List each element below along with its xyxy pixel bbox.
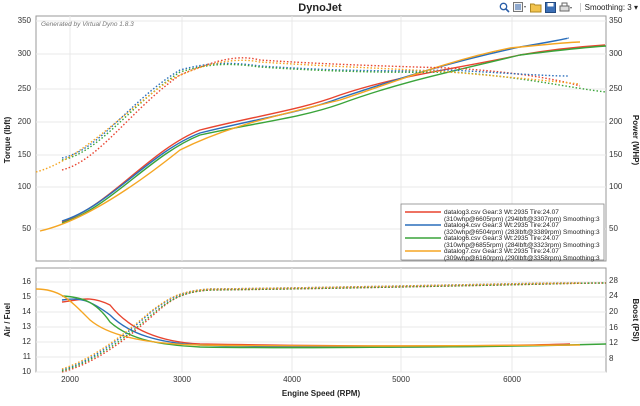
generated-by-note: Generated by Virtual Dyno 1.8.3 bbox=[41, 21, 134, 28]
rpm-tick: 5000 bbox=[392, 375, 410, 384]
save-icon[interactable] bbox=[544, 1, 556, 13]
rpm-tick: 4000 bbox=[283, 375, 301, 384]
rpm-tick: 6000 bbox=[503, 375, 521, 384]
legend-entry-datalog6-line2: (310whp@6855rpm) (284lbft@3323rpm) Smoot… bbox=[444, 242, 600, 249]
boost-tick: 20 bbox=[609, 307, 618, 316]
afr-axis-label: Air / Fuel bbox=[3, 303, 12, 337]
torque-tick: 100 bbox=[18, 182, 32, 191]
torque-curve-datalog6 bbox=[61, 63, 607, 161]
open-folder-icon[interactable] bbox=[529, 2, 542, 13]
torque-tick: 350 bbox=[18, 16, 32, 25]
torque-curve-datalog7 bbox=[35, 59, 581, 173]
legend-entry-datalog3-line2: (310whp@6605rpm) (294lbft@3307rpm) Smoot… bbox=[444, 216, 600, 223]
smoothing-dropdown[interactable]: Smoothing: 3 ▾ bbox=[579, 2, 638, 12]
legend-entry-datalog6-line1: datalog6.csv Gear:3 Wt:2935 Tire:24.07 bbox=[444, 235, 559, 242]
smoothing-label: Smoothing: 3 bbox=[584, 2, 632, 12]
print-icon[interactable] bbox=[559, 2, 573, 13]
afr-curve-datalog7 bbox=[35, 288, 581, 347]
afr-curve-datalog6 bbox=[61, 295, 607, 349]
power-tick: 300 bbox=[609, 49, 623, 58]
power-tick: 150 bbox=[609, 150, 623, 159]
rpm-tick: 2000 bbox=[61, 375, 79, 384]
afr-tick: 15 bbox=[22, 292, 31, 301]
boost-axis-ticks: 8 12 16 20 24 28 bbox=[609, 276, 618, 363]
boost-axis-label: Boost (PSI) bbox=[631, 298, 640, 341]
power-axis-ticks: 50 100 150 200 250 300 350 bbox=[609, 16, 623, 233]
torque-tick: 50 bbox=[22, 224, 31, 233]
legend-entry-datalog4-line1: datalog4.csv Gear:3 Wt:2935 Tire:24.07 bbox=[444, 222, 559, 229]
boost-tick: 8 bbox=[609, 354, 614, 363]
afr-tick: 10 bbox=[22, 367, 31, 376]
torque-tick: 200 bbox=[18, 117, 32, 126]
power-tick: 100 bbox=[609, 182, 623, 191]
boost-tick: 24 bbox=[609, 291, 618, 300]
rpm-axis-label: Engine Speed (RPM) bbox=[282, 389, 361, 398]
power-curve-datalog6 bbox=[61, 45, 607, 224]
filter-icon[interactable] bbox=[512, 1, 527, 13]
torque-tick: 150 bbox=[18, 150, 32, 159]
power-tick: 250 bbox=[609, 84, 623, 93]
rpm-tick: 3000 bbox=[173, 375, 191, 384]
boost-curve-datalog6 bbox=[61, 282, 607, 372]
power-tick: 50 bbox=[609, 224, 618, 233]
afr-boost-plot-area bbox=[35, 267, 607, 373]
torque-tick: 300 bbox=[18, 49, 32, 58]
legend-entry-datalog3-line1: datalog3.csv Gear:3 Wt:2935 Tire:24.07 bbox=[444, 209, 559, 216]
legend-entry-datalog4-line2: (320whp@6504rpm) (283lbft@3389rpm) Smoot… bbox=[444, 229, 600, 236]
power-curve-datalog7 bbox=[39, 41, 581, 232]
power-tick: 350 bbox=[609, 16, 623, 25]
torque-axis-label: Torque (lbft) bbox=[3, 116, 12, 163]
legend-entry-datalog7-line1: datalog7.csv Gear:3 Wt:2935 Tire:24.07 bbox=[444, 248, 559, 255]
chevron-down-icon: ▾ bbox=[633, 2, 638, 12]
afr-tick: 14 bbox=[22, 307, 31, 316]
afr-tick: 16 bbox=[22, 277, 31, 286]
afr-tick: 13 bbox=[22, 322, 31, 331]
legend-entry-datalog7-line2: (309whp@6160rpm) (290lbft@3358rpm) Smoot… bbox=[444, 255, 600, 262]
torque-curve-datalog4 bbox=[61, 62, 569, 159]
power-tick: 200 bbox=[609, 117, 623, 126]
chart-toolbar: Smoothing: 3 ▾ bbox=[499, 0, 638, 14]
zoom-icon[interactable] bbox=[499, 2, 510, 13]
torque-curve-datalog3 bbox=[61, 57, 581, 171]
afr-tick: 12 bbox=[22, 337, 31, 346]
torque-tick: 250 bbox=[18, 84, 32, 93]
boost-tick: 16 bbox=[609, 323, 618, 332]
torque-axis-ticks: 50 100 150 200 250 300 350 bbox=[18, 16, 32, 233]
afr-tick: 11 bbox=[23, 352, 32, 361]
window-title: DynoJet bbox=[298, 2, 342, 14]
boost-tick: 12 bbox=[609, 338, 618, 347]
boost-curve-datalog7 bbox=[61, 282, 581, 370]
boost-tick: 28 bbox=[609, 276, 618, 285]
power-axis-label: Power (WHP) bbox=[631, 115, 640, 166]
rpm-axis-ticks: 2000 3000 4000 5000 6000 bbox=[61, 375, 521, 384]
boost-curve-datalog3 bbox=[61, 282, 607, 373]
afr-axis-ticks: 10 11 12 13 14 15 16 bbox=[22, 277, 31, 376]
legend: datalog3.csv Gear:3 Wt:2935 Tire:24.07 (… bbox=[400, 203, 605, 262]
